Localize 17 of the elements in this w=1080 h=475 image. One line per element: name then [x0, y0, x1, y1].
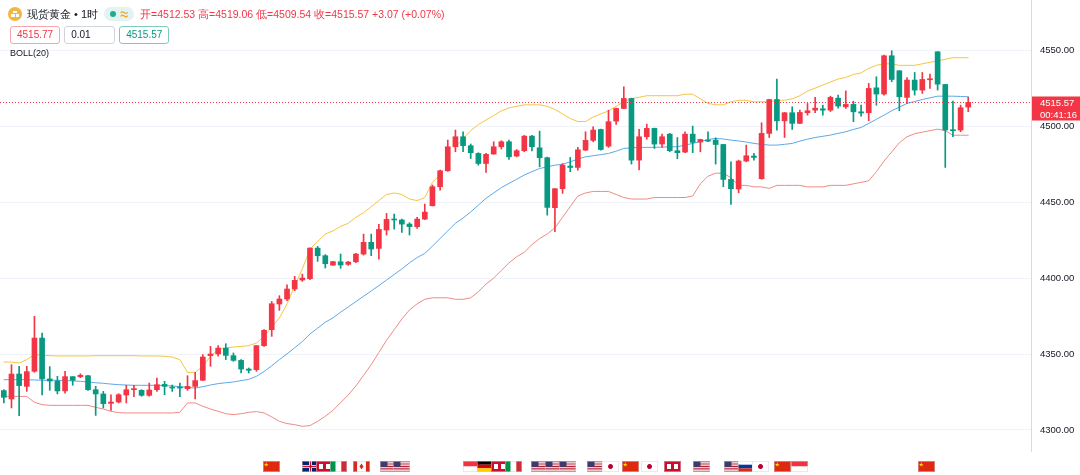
- y-tick-label: 4450.00: [1040, 195, 1075, 207]
- text: 00:41:16: [1040, 108, 1077, 120]
- annotation: 0.01: [64, 26, 116, 44]
- annotation: 4515.57: [119, 26, 170, 44]
- annotation: 4515.77: [10, 26, 61, 44]
- y-tick-label: 4400.00: [1040, 271, 1075, 283]
- y-tick-label: 4500.00: [1040, 119, 1075, 131]
- text: 开=4512.53 高=4519.06 低=4509.54 收=4515.57 +3.07 (+0.07%): [140, 7, 445, 21]
- y-tick-label: 4350.00: [1040, 347, 1075, 359]
- y-tick-label: 4550.00: [1040, 43, 1075, 55]
- candlestick: [330, 260, 336, 266]
- text: 现货黄金 • 1时: [27, 7, 99, 21]
- candlestick: [85, 375, 91, 391]
- annotation: BOLL(20): [10, 48, 50, 59]
- candlestick: [353, 253, 359, 264]
- ref-line-label: 4515.57: [1040, 96, 1075, 108]
- y-tick-label: 4300.00: [1040, 423, 1075, 435]
